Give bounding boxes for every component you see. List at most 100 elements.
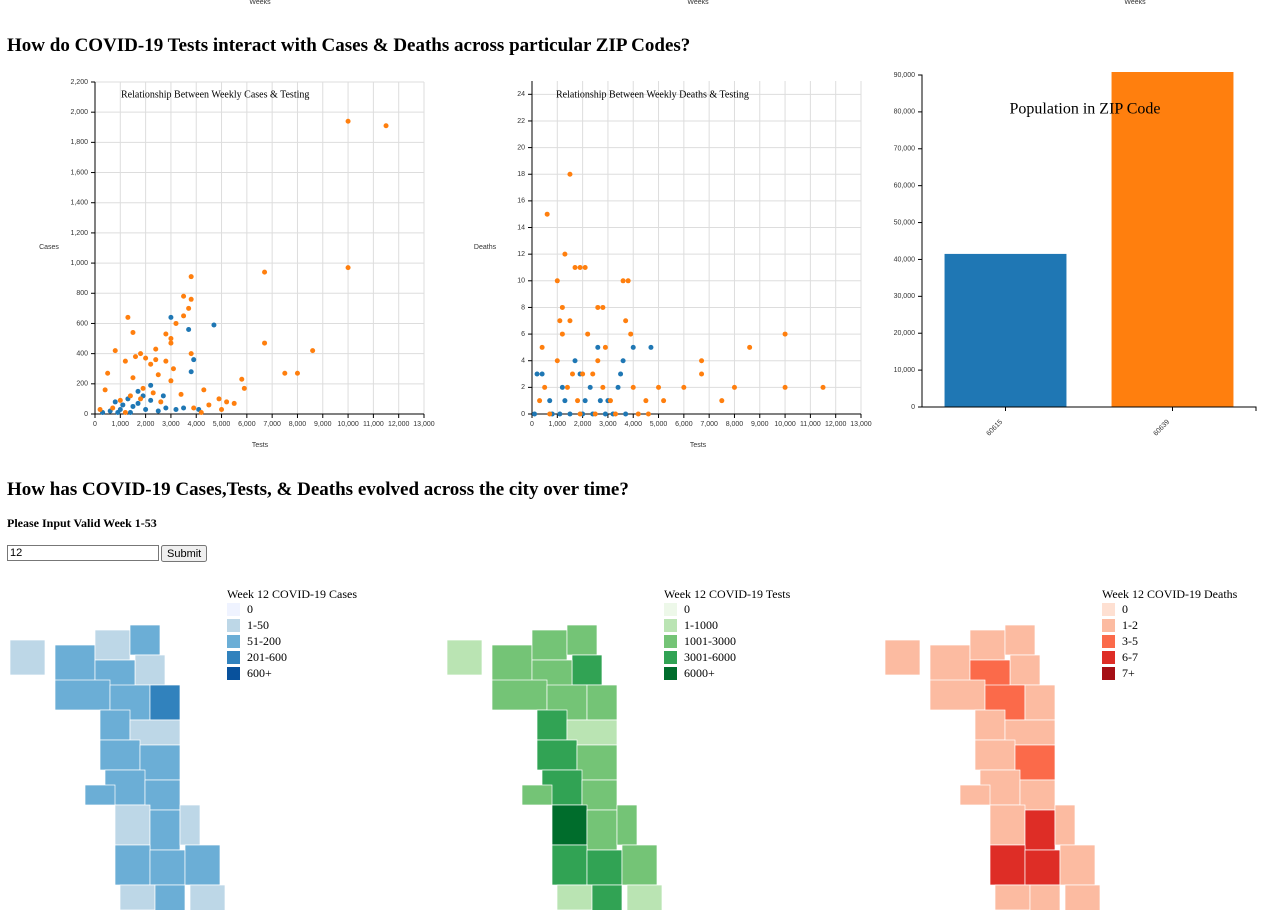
point: [163, 358, 169, 364]
legend-swatch: [664, 635, 677, 648]
zip-region: [591, 884, 623, 910]
point: [188, 296, 194, 302]
legend-title: Week 12 COVID-19 Tests: [664, 587, 791, 601]
x-axis-label: Tests: [690, 442, 707, 449]
zip-region: [621, 844, 658, 886]
y-tick-label: 4: [521, 358, 525, 365]
zip-region: [99, 709, 131, 741]
point: [148, 397, 154, 403]
y-tick-label: 20: [517, 144, 525, 151]
legend-label: 201-600: [247, 650, 287, 664]
bar: [1111, 72, 1234, 408]
zip-region: [94, 629, 131, 661]
y-axis-label: Deaths: [474, 244, 497, 251]
y-tick-label: 24: [517, 91, 525, 98]
legend-label: 1001-3000: [684, 634, 736, 648]
x-tick-label: 2,000: [137, 421, 155, 428]
zip-region: [99, 739, 141, 771]
axis-label: Weeks: [687, 0, 709, 6]
point: [117, 406, 123, 412]
point: [191, 405, 197, 411]
submit-button[interactable]: Submit: [161, 545, 208, 562]
point: [178, 391, 184, 397]
point: [582, 264, 588, 270]
point: [620, 278, 626, 284]
zip-region: [54, 679, 111, 711]
legend-swatch: [227, 635, 240, 648]
week-input[interactable]: [7, 545, 159, 561]
point: [542, 384, 548, 390]
y-tick-label: 70,000: [894, 146, 916, 153]
legend-swatch: [664, 651, 677, 664]
zip-region: [929, 644, 971, 686]
point: [191, 357, 197, 363]
zip-region: [566, 624, 598, 656]
zip-region: [581, 779, 618, 811]
legend-label: 6-7: [1122, 650, 1138, 664]
point: [731, 384, 737, 390]
point: [110, 405, 116, 411]
point: [188, 369, 194, 375]
point: [135, 400, 141, 406]
axis-label: Weeks: [1124, 0, 1146, 6]
y-tick-label: 18: [517, 171, 525, 178]
zip-region: [1019, 779, 1056, 811]
chart-title: Relationship Between Weekly Deaths & Tes…: [556, 89, 749, 100]
point: [595, 304, 601, 310]
point: [186, 305, 192, 311]
point: [163, 405, 169, 411]
legend-title: Week 12 COVID-19 Deaths: [1102, 587, 1238, 601]
y-tick-label: 800: [76, 290, 88, 297]
point: [719, 398, 725, 404]
x-tick-label: 0: [93, 421, 97, 428]
point: [562, 398, 568, 404]
y-tick-label: 20,000: [894, 330, 916, 337]
y-tick-label: 2,200: [70, 79, 88, 86]
zip-region: [184, 844, 221, 886]
x-tick-label: 7,000: [263, 421, 281, 428]
x-tick-label: 3,000: [599, 421, 617, 428]
point: [630, 384, 636, 390]
zip-region: [586, 849, 623, 886]
point: [648, 344, 654, 350]
point: [559, 304, 565, 310]
point: [782, 331, 788, 337]
point: [148, 382, 154, 388]
x-tick-label: 0: [530, 421, 534, 428]
point: [630, 344, 636, 350]
point: [554, 358, 560, 364]
x-tick-label: 13,000: [413, 421, 435, 428]
point: [127, 393, 133, 399]
x-tick-label: 6,000: [238, 421, 256, 428]
point: [143, 406, 149, 412]
x-tick-label: 6,000: [675, 421, 693, 428]
zip-region: [551, 804, 588, 846]
x-tick-label: 10,000: [337, 421, 359, 428]
legend-label: 6000+: [684, 666, 715, 680]
point: [122, 409, 128, 415]
axis: [918, 74, 1257, 411]
zip-region: [1029, 884, 1061, 910]
x-tick-label: 11,000: [800, 421, 821, 428]
point: [155, 372, 161, 378]
legend-title: Week 12 COVID-19 Cases: [227, 587, 357, 601]
point: [577, 264, 583, 270]
point: [201, 387, 207, 393]
point: [620, 358, 626, 364]
legend-label: 600+: [247, 666, 272, 680]
axis-label: Weeks: [249, 0, 271, 6]
point: [532, 411, 538, 417]
y-tick-label: 40,000: [894, 256, 916, 263]
x-tick-label: 10,000: [774, 421, 796, 428]
point: [188, 351, 194, 357]
x-tick-label: 60615: [986, 419, 1005, 438]
legend-swatch: [1102, 667, 1115, 680]
point: [168, 314, 174, 320]
point: [580, 371, 586, 377]
y-tick-label: 0: [911, 404, 915, 411]
zip-region: [989, 844, 1026, 886]
y-tick-label: 1,200: [70, 230, 88, 237]
point: [623, 411, 629, 417]
heading: How do COVID-19 Tests interact with Case…: [7, 35, 691, 56]
